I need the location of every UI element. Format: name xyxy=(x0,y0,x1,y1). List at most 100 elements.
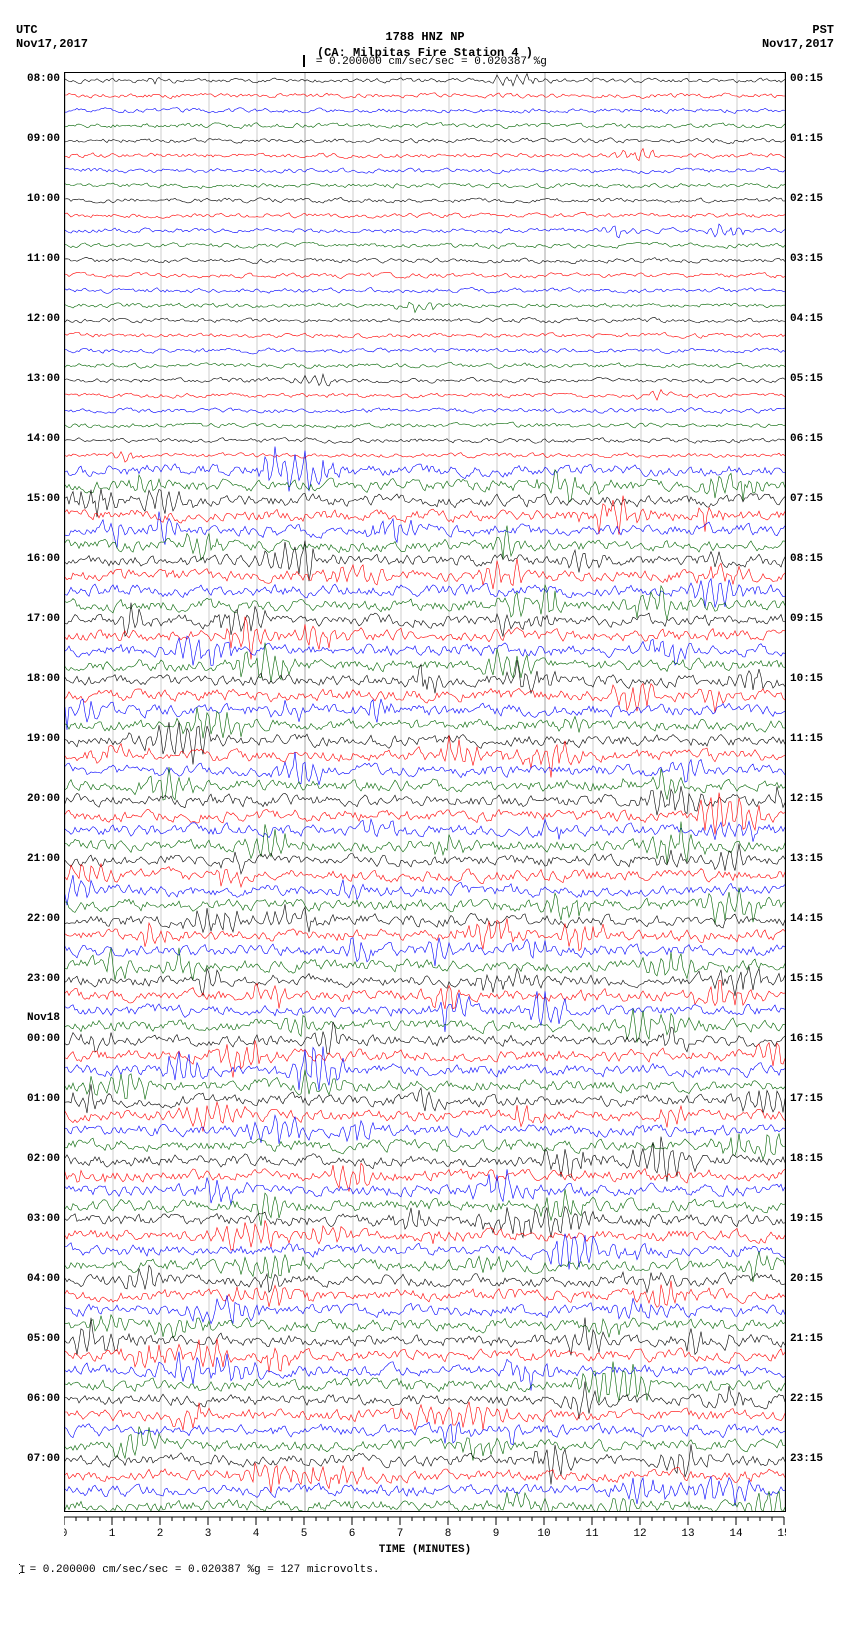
x-tick-label: 10 xyxy=(537,1528,550,1540)
time-label: 10:15 xyxy=(790,673,823,685)
time-label: 22:00 xyxy=(27,913,60,925)
seismic-trace xyxy=(65,74,785,86)
seismic-trace xyxy=(65,183,785,189)
seismic-trace xyxy=(65,660,785,693)
seismic-trace xyxy=(65,1362,785,1403)
x-tick-label: 0 xyxy=(64,1528,67,1540)
time-label: 10:00 xyxy=(27,193,60,205)
x-axis-label: TIME (MINUTES) xyxy=(0,1544,850,1556)
time-label: 13:15 xyxy=(790,853,823,865)
time-label: Nov18 xyxy=(27,1012,60,1024)
seismic-trace xyxy=(65,489,785,517)
time-label: 14:15 xyxy=(790,913,823,925)
time-label: 05:00 xyxy=(27,1333,60,1345)
left-date: Nov17,2017 xyxy=(16,37,101,51)
time-label: 16:15 xyxy=(790,1033,823,1045)
seismic-trace xyxy=(65,541,785,582)
x-tick-label: 14 xyxy=(729,1528,743,1540)
seismic-trace xyxy=(65,1207,785,1238)
seismic-trace xyxy=(65,1463,785,1493)
seismic-trace xyxy=(65,1491,785,1512)
time-label: 20:00 xyxy=(27,793,60,805)
time-label: 01:00 xyxy=(27,1093,60,1105)
time-label: 09:15 xyxy=(790,613,823,625)
time-label: 04:00 xyxy=(27,1273,60,1285)
time-label: 23:15 xyxy=(790,1453,823,1465)
seismic-trace xyxy=(65,1040,785,1077)
seismic-trace xyxy=(65,1265,785,1292)
time-label: 03:15 xyxy=(790,253,823,265)
x-tick-label: 1 xyxy=(109,1528,116,1540)
seismic-trace xyxy=(65,822,785,865)
x-tick-label: 4 xyxy=(253,1528,260,1540)
time-label: 12:15 xyxy=(790,793,823,805)
time-label: 17:15 xyxy=(790,1093,823,1105)
time-label: 23:00 xyxy=(27,973,60,985)
time-label: 08:00 xyxy=(27,73,60,85)
seismic-trace xyxy=(65,1295,785,1323)
seismic-trace xyxy=(65,122,785,128)
x-tick-label: 5 xyxy=(301,1528,308,1540)
seismic-trace xyxy=(65,1070,785,1100)
time-label: 06:00 xyxy=(27,1393,60,1405)
scale-bar-icon xyxy=(303,55,305,67)
x-tick-label: 12 xyxy=(633,1528,646,1540)
time-label: 08:15 xyxy=(790,553,823,565)
seismic-trace xyxy=(65,1115,785,1144)
plot-area: 08:0009:0010:0011:0012:0013:0014:0015:00… xyxy=(0,72,850,1512)
seismic-trace xyxy=(65,1427,785,1461)
x-tick-label: 7 xyxy=(397,1528,404,1540)
seismic-trace xyxy=(65,390,785,401)
seismic-trace xyxy=(65,408,785,414)
seismic-trace xyxy=(65,767,785,800)
time-label: 18:15 xyxy=(790,1153,823,1165)
seismic-trace xyxy=(65,242,785,248)
seismic-trace xyxy=(65,287,785,293)
seismic-trace xyxy=(65,374,785,386)
seismic-trace xyxy=(65,197,785,203)
time-label: 15:00 xyxy=(27,493,60,505)
scale-text: = 0.200000 cm/sec/sec = 0.020387 %g xyxy=(316,56,547,68)
seismic-trace xyxy=(65,224,785,238)
time-label: 06:15 xyxy=(790,433,823,445)
seismic-trace xyxy=(65,1133,785,1159)
seismic-trace xyxy=(65,579,785,608)
seismic-trace xyxy=(65,332,785,338)
time-label: 19:15 xyxy=(790,1213,823,1225)
time-label: 16:00 xyxy=(27,553,60,565)
seismic-trace xyxy=(65,212,785,218)
seismic-trace xyxy=(65,1281,785,1308)
time-label: 00:00 xyxy=(27,1033,60,1045)
time-label: 05:15 xyxy=(790,373,823,385)
time-label: 13:00 xyxy=(27,373,60,385)
seismic-trace xyxy=(65,844,785,874)
seismic-trace xyxy=(65,302,785,312)
x-tick-label: 9 xyxy=(493,1528,500,1540)
helicorder-figure: 1788 HNZ NP (CA: Milpitas Fire Station 4… xyxy=(0,0,850,1644)
seismic-trace xyxy=(65,636,785,666)
footer-scale-bar-icon: I xyxy=(19,1564,20,1574)
seismic-trace xyxy=(65,362,785,368)
x-tick-label: 11 xyxy=(585,1528,599,1540)
seismic-trace xyxy=(65,1022,785,1054)
footer-text: = 0.200000 cm/sec/sec = 0.020387 %g = 12… xyxy=(30,1564,380,1576)
seismic-trace xyxy=(65,1318,785,1356)
seismic-trace xyxy=(65,348,785,354)
seismogram-svg xyxy=(65,73,785,1512)
time-label: 12:00 xyxy=(27,313,60,325)
seismic-trace xyxy=(65,108,785,114)
time-label: 11:00 xyxy=(27,253,60,265)
time-label: 15:15 xyxy=(790,973,823,985)
x-tick-label: 6 xyxy=(349,1528,356,1540)
time-label: 18:00 xyxy=(27,673,60,685)
seismic-trace xyxy=(65,1009,785,1042)
x-axis: 0123456789101112131415 TIME (MINUTES) xyxy=(0,1516,850,1556)
seismic-trace xyxy=(65,981,785,1010)
seismic-trace xyxy=(65,991,785,1032)
seismic-trace xyxy=(65,452,785,462)
time-label: 07:15 xyxy=(790,493,823,505)
seismic-trace xyxy=(65,167,785,174)
seismic-trace xyxy=(65,272,785,278)
time-label: 19:00 xyxy=(27,733,60,745)
time-label: 20:15 xyxy=(790,1273,823,1285)
